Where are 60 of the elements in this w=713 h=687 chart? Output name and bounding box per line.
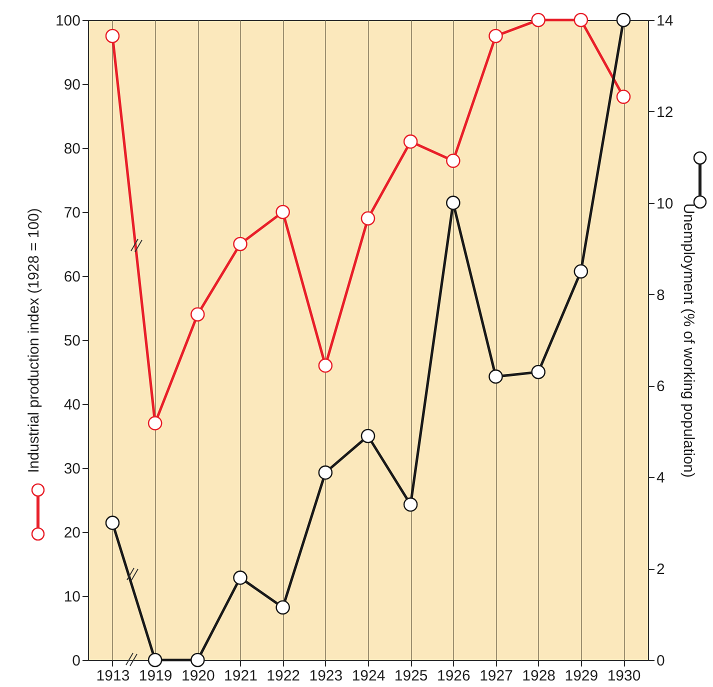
point	[531, 364, 546, 380]
y2-tick-label: 8	[656, 286, 665, 304]
point	[574, 264, 588, 279]
point	[403, 497, 418, 512]
point	[446, 154, 460, 168]
point	[190, 307, 205, 322]
point	[531, 12, 546, 28]
point	[190, 652, 205, 668]
point	[318, 358, 333, 373]
y2-axis-title: Unemployment (% of working population)	[680, 203, 698, 478]
point	[318, 465, 333, 480]
x-tick-label: 1923	[309, 668, 343, 684]
y2-tick-label: 10	[656, 195, 674, 212]
point	[276, 204, 290, 220]
point	[105, 28, 120, 44]
point	[148, 652, 162, 668]
point	[616, 90, 631, 104]
y-tick-label: 70	[64, 204, 80, 222]
y-tick-label: 100	[55, 12, 80, 30]
y-tick-label: 50	[64, 332, 80, 350]
x-tick-label: 1922	[266, 668, 300, 684]
point	[574, 12, 588, 28]
y-tick-label: 10	[64, 588, 80, 606]
x-tick-label: 1928	[522, 668, 556, 684]
point	[276, 600, 290, 615]
y2-tick-label: 0	[656, 652, 665, 670]
x-tick-label: 1929	[564, 668, 598, 684]
point	[105, 516, 120, 530]
y2-tick-label: 14	[656, 12, 674, 30]
y2-tick-label: 6	[656, 378, 665, 396]
x-tick-label: 1913	[96, 668, 130, 684]
point	[233, 570, 248, 585]
point	[233, 236, 248, 252]
y2-tick-label: 4	[656, 470, 665, 487]
y-tick-label: 30	[64, 460, 80, 478]
x-tick-label: 1919	[138, 668, 172, 684]
x-tick-label: 1921	[224, 668, 258, 684]
x-tick-label: 1925	[394, 668, 428, 684]
y-tick-label: 40	[64, 396, 80, 414]
point	[360, 211, 376, 226]
x-tick-label: 1926	[436, 668, 470, 684]
y-tick-label: 90	[64, 76, 80, 94]
point	[488, 28, 503, 44]
point	[446, 196, 460, 210]
y2-tick-label: 12	[656, 104, 674, 121]
point	[403, 134, 418, 149]
y-tick-label: 60	[64, 268, 80, 286]
y-tick-label: 80	[64, 140, 80, 158]
point	[360, 428, 376, 444]
y2-tick-label: 2	[656, 561, 665, 578]
x-tick-label: 1930	[607, 668, 641, 684]
x-tick-label: 1924	[352, 668, 386, 684]
point	[616, 12, 631, 28]
y-axis-title: Industrial production index (1928 = 100)	[25, 208, 42, 473]
x-tick-label: 1927	[480, 668, 513, 684]
point	[148, 416, 162, 430]
x-tick-label: 1920	[181, 668, 215, 684]
y-tick-label: 0	[72, 652, 80, 670]
point	[488, 369, 503, 384]
y-tick-label: 20	[64, 524, 80, 542]
